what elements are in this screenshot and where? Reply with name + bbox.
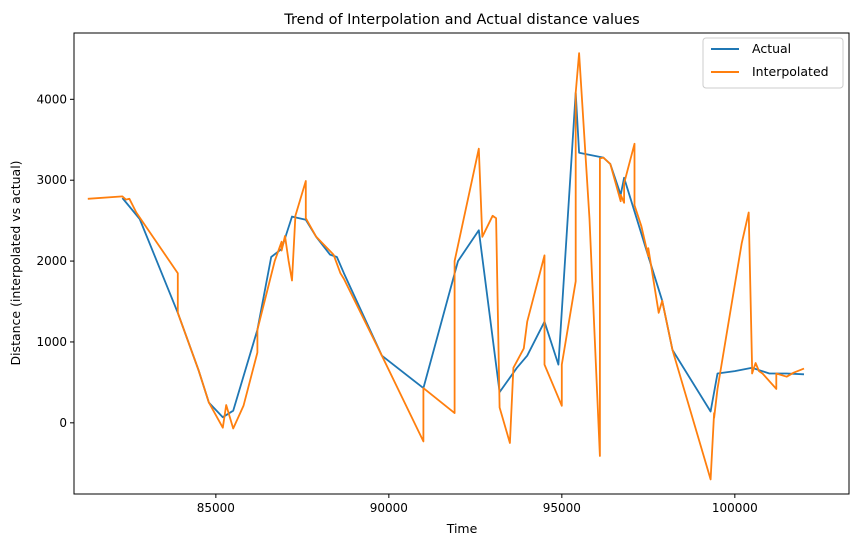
y-tick-label: 4000	[36, 92, 67, 106]
x-tick-label: 100000	[712, 501, 758, 515]
legend-box	[702, 37, 844, 89]
y-axis: 0 1000 2000 3000 4000	[36, 92, 74, 430]
y-tick-label: 0	[59, 416, 67, 430]
x-axis-label: Time	[446, 521, 478, 536]
y-tick-label: 2000	[36, 254, 67, 268]
x-axis: 85000 90000 95000 100000	[197, 494, 758, 515]
y-tick-label: 3000	[36, 173, 67, 187]
plot-area	[73, 32, 850, 495]
legend: Actual Interpolated	[702, 37, 844, 89]
chart-title: Trend of Interpolation and Actual distan…	[283, 12, 639, 28]
plot-frame	[73, 32, 850, 495]
y-tick-label: 1000	[36, 335, 67, 349]
series-line-interpolated	[87, 52, 805, 481]
x-tick-label: 85000	[197, 501, 235, 515]
y-axis-label: Distance (interpolated vs actual)	[8, 160, 23, 365]
x-tick-label: 90000	[370, 501, 408, 515]
legend-label-interpolated: Interpolated	[752, 64, 829, 79]
legend-label-actual: Actual	[752, 41, 791, 56]
series-layer	[87, 52, 805, 481]
x-tick-label: 95000	[543, 501, 581, 515]
